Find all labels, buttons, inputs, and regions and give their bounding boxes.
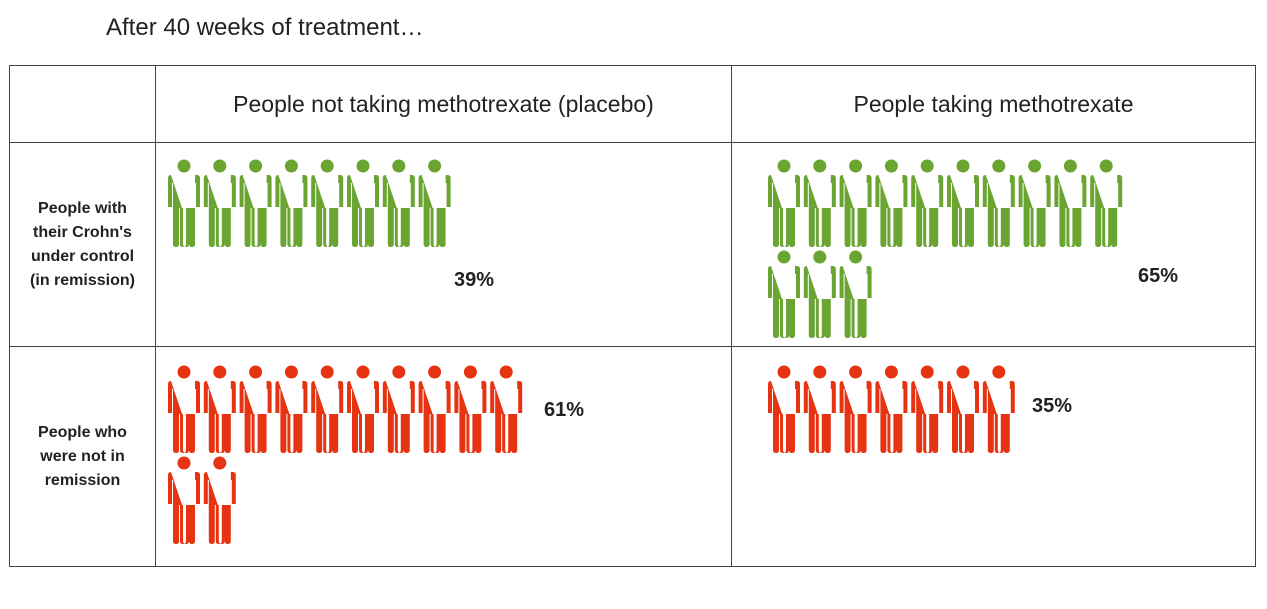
person-icon [311,159,344,247]
icons-remission-placebo [168,159,451,247]
person-icon [947,159,979,247]
person-icon [803,159,836,247]
row-label-not-remission: People who were not in remission [38,423,127,489]
icons-not-remission-methotrexate [768,365,1015,453]
pictograph-table: People not taking methotrexate (placebo)… [9,65,1256,567]
person-icon [454,365,487,453]
person-icon [875,159,908,247]
person-icon [347,159,379,247]
person-icon [1018,159,1051,247]
cell-not-remission-methotrexate: 35% [731,346,1256,567]
row-header-remission: People with their Crohn's under control … [9,142,156,347]
column-header-placebo: People not taking methotrexate (placebo) [155,65,732,143]
person-icon [490,365,523,453]
person-icon [1054,159,1087,247]
person-icon [839,159,872,247]
person-icon [239,365,272,453]
person-icon [275,159,308,247]
person-icon [839,250,872,338]
person-icon [203,365,236,453]
person-icon [168,365,200,453]
column-header-methotrexate: People taking methotrexate [731,65,1256,143]
cell-remission-methotrexate: 65% [731,142,1256,347]
person-icon [947,365,979,453]
person-icon [275,365,308,453]
column-header-placebo-label: People not taking methotrexate (placebo) [233,90,654,117]
icons-not-remission-placebo [168,365,523,544]
person-icon [911,159,944,247]
percent-remission-placebo: 39% [454,269,495,291]
person-icon [203,159,236,247]
person-icon [168,456,200,544]
percent-remission-methotrexate: 65% [1138,265,1179,287]
person-icon [382,159,415,247]
person-icon [839,365,872,453]
person-icon [982,365,1015,453]
corner-cell [9,65,156,143]
column-header-methotrexate-label: People taking methotrexate [853,90,1134,117]
person-icon [418,159,451,247]
cell-remission-placebo: 39% [155,142,732,347]
person-icon [382,365,415,453]
person-icon [768,365,800,453]
cell-not-remission-placebo: 61% [155,346,732,567]
chart-title: After 40 weeks of treatment… [106,14,424,41]
person-icon [803,250,836,338]
percent-not-remission-methotrexate: 35% [1032,395,1073,417]
row-header-not-remission: People who were not in remission [9,346,156,567]
person-icon [168,159,200,247]
person-icon [347,365,379,453]
person-icon [418,365,451,453]
icons-remission-methotrexate [768,159,1123,338]
person-icon [203,456,236,544]
person-icon [239,159,272,247]
person-icon [803,365,836,453]
person-icon [982,159,1015,247]
row-label-remission: People with their Crohn's under control … [30,199,135,289]
person-icon [875,365,908,453]
percent-not-remission-placebo: 61% [544,399,585,421]
person-icon [311,365,344,453]
person-icon [1090,159,1123,247]
person-icon [768,159,800,247]
person-icon [768,250,800,338]
person-icon [911,365,944,453]
